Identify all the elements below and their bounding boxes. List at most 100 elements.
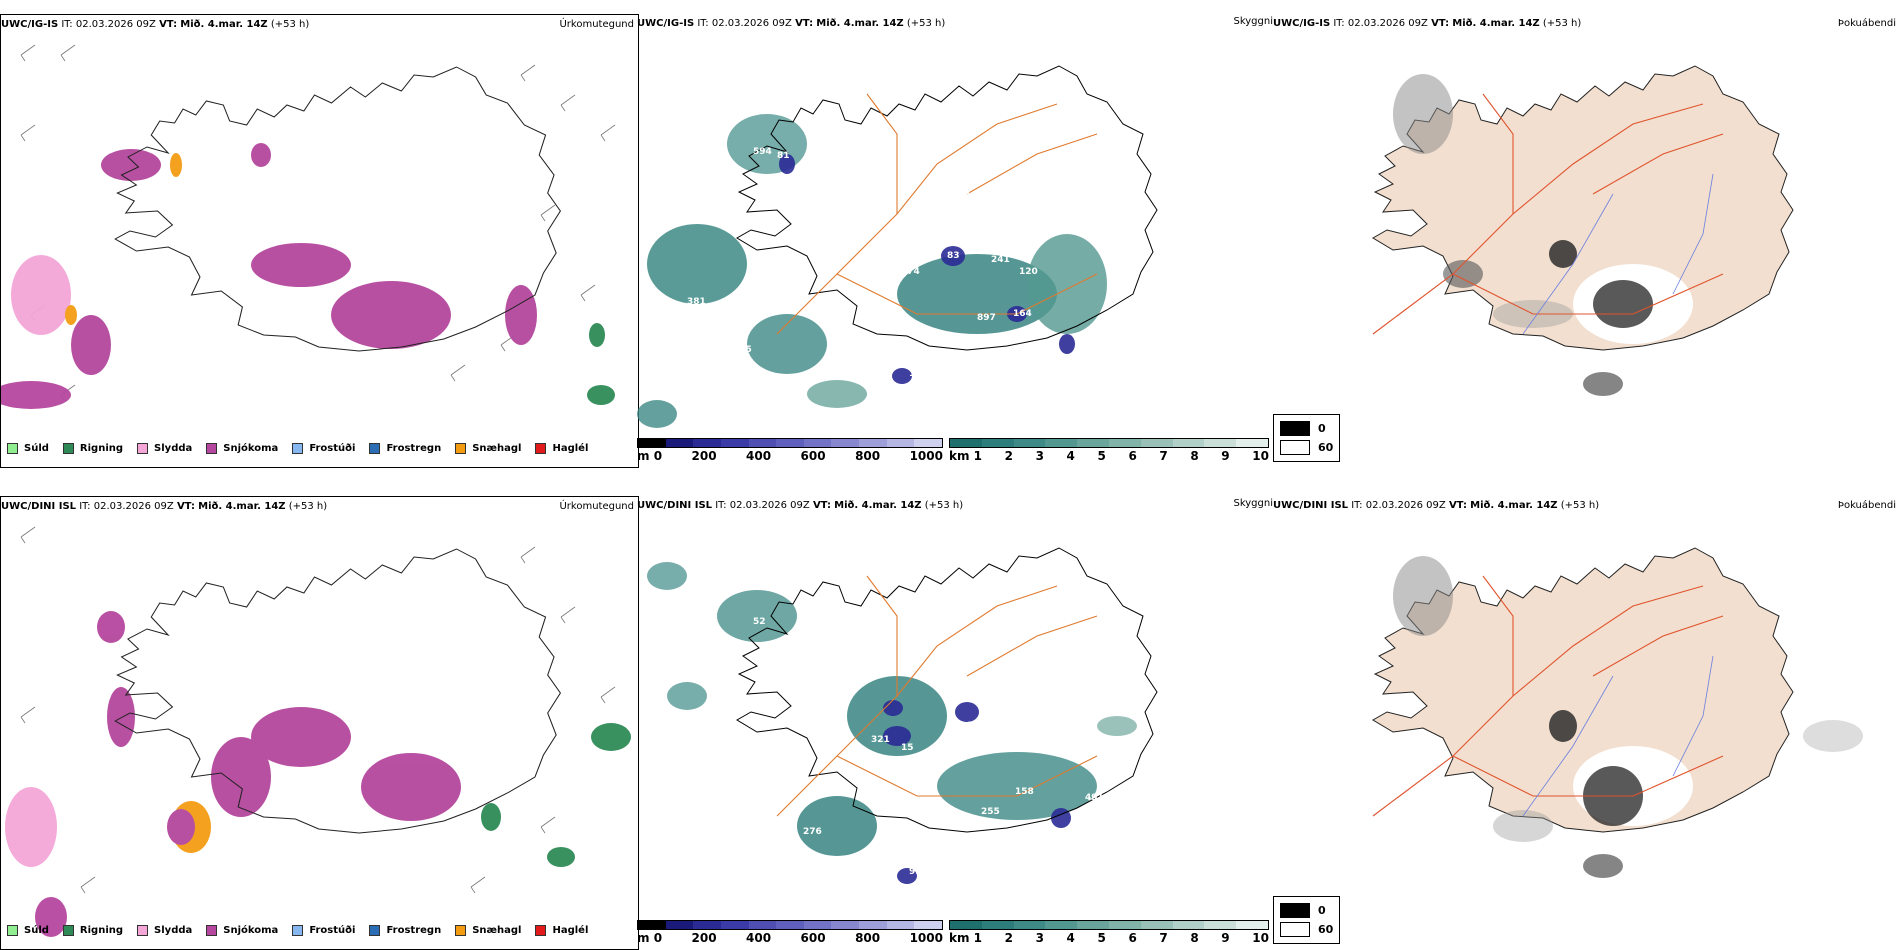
tick-label: 600 xyxy=(800,931,826,945)
fog-legend-item: 60 xyxy=(1280,438,1333,457)
legend-swatch xyxy=(455,443,467,454)
legend-swatch xyxy=(369,925,381,936)
rivers xyxy=(1522,655,1714,817)
wind-barbs xyxy=(20,44,616,402)
tick-label: 200 xyxy=(691,449,717,463)
cloudbase-label: 241 xyxy=(991,255,1010,265)
precip-blobs xyxy=(5,611,631,937)
legend-swatch xyxy=(7,925,18,936)
panel-type-label: Þokuábendi xyxy=(1837,18,1896,29)
fog-shading xyxy=(1393,556,1863,878)
fog-legend: 0 60 xyxy=(1273,896,1341,944)
cloudbase-label: 231 xyxy=(1143,269,1162,279)
panel-title: UWC/DINI ISL IT: 02.03.2026 09Z VT: Mið.… xyxy=(637,500,964,511)
legend-swatch xyxy=(455,925,467,936)
precip-map-bottom xyxy=(5,526,631,937)
fog-map-bottom xyxy=(1372,547,1863,878)
precip-map-top xyxy=(1,44,616,409)
tick-label: 1 xyxy=(973,449,983,463)
roads xyxy=(1372,575,1724,817)
tick-label: 6 xyxy=(1128,931,1137,945)
legend-item: Rigning xyxy=(62,925,123,936)
legend-swatch xyxy=(206,925,218,936)
tick-label: 6 xyxy=(1128,449,1137,463)
tick-label: 4 xyxy=(1066,931,1075,945)
cloudbase-label: 255 xyxy=(981,807,1000,817)
tick-label: 8 xyxy=(1190,931,1199,945)
cloudbase-label: 276 xyxy=(803,827,822,837)
panel-type-label: Úrkomutegund xyxy=(559,501,634,512)
cloudbase-label: 911 xyxy=(883,793,902,803)
panel-type-label: Þokuábendi xyxy=(1837,500,1896,511)
cloudbase-label: 52 xyxy=(753,617,766,627)
tick-label: 800 xyxy=(855,449,881,463)
fog-index-panel-bottom: UWC/DINI ISL IT: 02.03.2026 09Z VT: Mið.… xyxy=(1273,496,1900,948)
fog-index-panel-top: UWC/IG-IS IT: 02.03.2026 09Z VT: Mið. 4.… xyxy=(1273,14,1900,466)
panel-title: UWC/IG-IS IT: 02.03.2026 09Z VT: Mið. 4.… xyxy=(1,19,310,30)
tick-label: 0 xyxy=(653,449,663,463)
legend-item: Frostúði xyxy=(292,443,355,454)
precip-type-panel-top: UWC/IG-IS IT: 02.03.2026 09Z VT: Mið. 4.… xyxy=(0,14,639,468)
precip-blobs xyxy=(1,143,615,409)
fog-map-top xyxy=(1372,65,1794,396)
tick-label: 5 xyxy=(1097,449,1106,463)
legend-item: Súld xyxy=(7,443,49,454)
legend-swatch xyxy=(7,443,18,454)
cloudbase-labels: 52 406 321 15 253 213 240 158 491 255 91… xyxy=(753,617,1104,881)
cloudbase-label: 15 xyxy=(901,743,914,753)
panel-title: UWC/IG-IS IT: 02.03.2026 09Z VT: Mið. 4.… xyxy=(637,18,946,29)
fog-legend-item: 0 xyxy=(1280,419,1333,438)
cloudbase-label: 287 xyxy=(953,187,972,197)
legend-swatch xyxy=(62,925,74,936)
cloudbase-label: 253 xyxy=(877,761,896,771)
legend-item: Slydda xyxy=(137,925,192,936)
legend-swatch xyxy=(137,443,149,454)
legend-swatch xyxy=(535,925,547,936)
visibility-blobs xyxy=(647,562,1137,856)
cloudbase-scale: m 0 200 400 600 800 1000 xyxy=(637,920,943,945)
cloudbase-label: 276 xyxy=(929,831,948,841)
cloudbase-blobs xyxy=(779,154,1075,384)
visibility-scale: km 1 2 3 4 5 6 7 8 9 10 xyxy=(949,438,1269,463)
visibility-panel-top: 594 81 287 974 83 241 120 231 897 164 38… xyxy=(637,14,1273,466)
visibility-map-top: 594 81 287 974 83 241 120 231 897 164 38… xyxy=(637,65,1166,428)
visibility-map-bottom: 52 406 321 15 253 213 240 158 491 255 91… xyxy=(647,547,1158,884)
cloudbase-label: 83 xyxy=(947,251,960,261)
tick-label: 7 xyxy=(1159,449,1168,463)
cloudbase-label: 315 xyxy=(905,825,924,835)
cloudbase-label: 381 xyxy=(687,297,706,307)
tick-label: 8 xyxy=(1190,449,1199,463)
legend-item: Haglél xyxy=(535,443,588,454)
legend-item: Snæhagl xyxy=(455,925,521,936)
legend-item: Snjókoma xyxy=(206,443,278,454)
legend-item: Slydda xyxy=(137,443,192,454)
cloudbase-label: 78 xyxy=(927,351,940,361)
cloudbase-label: 229 xyxy=(907,849,926,859)
cloudbase-scale: m 0 200 400 600 800 1000 xyxy=(637,438,943,463)
tick-label: 5 xyxy=(1097,931,1106,945)
cloudbase-label: 213 xyxy=(943,741,962,751)
legend-swatch xyxy=(369,443,381,454)
tick-label: 0 xyxy=(653,931,663,945)
legend-swatch xyxy=(292,925,304,936)
cloudbase-blobs xyxy=(883,700,1071,884)
visibility-panel-bottom: 52 406 321 15 253 213 240 158 491 255 91… xyxy=(637,496,1273,948)
precip-legend: Súld Rigning Slydda Snjókoma Frostúði Fr… xyxy=(7,443,588,454)
tick-label: 4 xyxy=(1066,449,1075,463)
legend-item: Rigning xyxy=(62,443,123,454)
visibility-colorbar xyxy=(949,438,1269,448)
cloudbase-colorbar xyxy=(637,920,943,930)
tick-label: 3 xyxy=(1035,449,1044,463)
cloudbase-label: 491 xyxy=(1085,793,1104,803)
cloudbase-colorbar xyxy=(637,438,943,448)
tick-label: 1000 xyxy=(909,449,943,463)
cloudbase-label: 974 xyxy=(901,267,920,277)
panel-title: UWC/DINI ISL IT: 02.03.2026 09Z VT: Mið.… xyxy=(1,501,328,512)
tick-label: 2 xyxy=(1004,931,1013,945)
unit-label: m xyxy=(637,931,650,945)
tick-label: 200 xyxy=(691,931,717,945)
legend-swatch xyxy=(137,925,149,936)
cloudbase-label: 11 xyxy=(909,369,922,379)
legend-item: Haglél xyxy=(535,925,588,936)
unit-label: km xyxy=(949,931,970,945)
